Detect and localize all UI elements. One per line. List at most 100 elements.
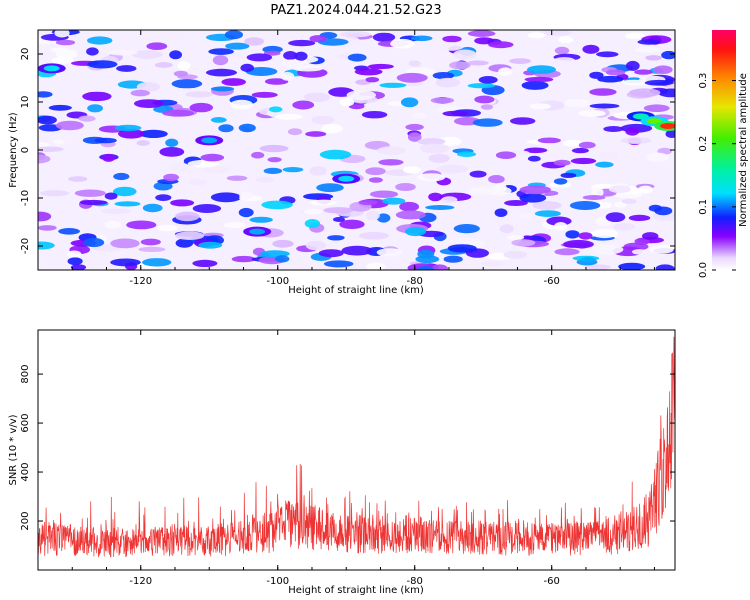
heatmap-cell xyxy=(198,241,223,249)
snr-y-ticks: 200 400 600 800 xyxy=(20,365,675,531)
heatmap-cell xyxy=(499,224,514,234)
heatmap-cell xyxy=(527,65,556,74)
x-tick-label: -100 xyxy=(266,276,289,287)
heatmap-cell xyxy=(658,88,675,98)
heatmap-cell xyxy=(316,183,344,193)
heatmap-cell xyxy=(523,147,548,154)
heatmap-cell xyxy=(443,255,463,263)
heatmap-cell xyxy=(569,201,601,210)
snr-x-ticks: -120 -100 -80 -60 xyxy=(37,330,655,587)
heatmap-cell xyxy=(589,71,604,79)
heatmap-cell xyxy=(366,210,380,221)
heatmap-cell xyxy=(638,185,653,194)
heatmap-cell xyxy=(503,250,527,259)
heatmap-cell xyxy=(244,37,264,46)
heatmap-cell xyxy=(348,103,365,110)
heatmap-cell xyxy=(653,65,673,74)
heatmap-cell xyxy=(457,151,476,157)
heatmap-cell xyxy=(511,239,536,247)
heatmap-cell xyxy=(436,164,469,174)
heatmap-cell xyxy=(231,255,256,263)
heatmap-cell xyxy=(139,129,168,138)
heatmap-cell xyxy=(240,63,254,72)
heatmap-cell xyxy=(38,241,55,250)
colorbar-label: Normalized spectral amplitude xyxy=(738,73,749,227)
heatmap-cell xyxy=(410,112,427,119)
heatmap-cell xyxy=(354,68,383,76)
heatmap-cell xyxy=(202,166,231,174)
heatmap-cell xyxy=(187,159,219,168)
heatmap-cell xyxy=(136,140,150,146)
x-tick-label: -60 xyxy=(544,576,560,587)
snr-series-line xyxy=(38,336,675,558)
y-tick-label: 400 xyxy=(20,462,31,481)
heatmap-cell xyxy=(208,48,234,55)
y-tick-label: -20 xyxy=(20,238,31,254)
heatmap-cell xyxy=(94,137,117,144)
heatmap-cell xyxy=(339,219,365,229)
heatmap-cell xyxy=(379,82,407,88)
heatmap-cell xyxy=(578,232,593,240)
heatmap-cell xyxy=(58,228,80,235)
heatmap-cell xyxy=(280,71,295,81)
heatmap-cell xyxy=(634,237,650,245)
heatmap-cell xyxy=(449,61,471,70)
heatmap-cell xyxy=(305,131,327,137)
heatmap-cell xyxy=(554,222,568,231)
heatmap-cell xyxy=(498,67,513,77)
heatmap-cell xyxy=(310,199,338,206)
heatmap-cell xyxy=(263,167,283,174)
heatmap-cell xyxy=(169,162,190,172)
heatmap-cell xyxy=(142,258,172,267)
heatmap-cell xyxy=(138,246,166,252)
heatmap-cell xyxy=(665,129,675,138)
snr-x-axis-label: Height of straight line (km) xyxy=(288,585,424,596)
heatmap-cell xyxy=(339,97,355,107)
heatmap-cell xyxy=(429,49,443,56)
heatmap-cell xyxy=(169,50,183,60)
heatmap-cell xyxy=(38,154,51,164)
heatmap-cell xyxy=(403,166,421,174)
y-tick-label: 10 xyxy=(20,96,31,109)
colorbar-tick-label: 0.0 xyxy=(698,262,709,278)
heatmap-cell xyxy=(629,88,661,97)
heatmap-cell xyxy=(365,77,380,83)
heatmap-cell xyxy=(83,237,105,248)
heatmap-cell xyxy=(661,50,675,60)
heatmap-cell xyxy=(134,99,164,108)
heatmap-cell xyxy=(432,72,455,80)
heatmap-cell xyxy=(267,157,282,163)
colorbar-tick-label: 0.3 xyxy=(698,73,709,89)
heatmap-cell xyxy=(521,80,549,90)
heatmap-cell xyxy=(369,190,399,198)
heatmap-cell xyxy=(605,212,626,223)
heatmap-cell xyxy=(101,208,131,214)
heatmap-cell xyxy=(114,124,142,132)
colorbar-ticks: 0.0 0.1 0.2 0.3 xyxy=(698,73,736,278)
heatmap-cell xyxy=(154,62,173,68)
heatmap-cell xyxy=(416,266,434,270)
heatmap-cell xyxy=(417,138,446,146)
heatmap-cell xyxy=(188,179,207,186)
heatmap-cell xyxy=(140,238,161,246)
heatmap-cell xyxy=(488,175,505,184)
heatmap-hotspot xyxy=(43,65,60,72)
x-tick-label: -120 xyxy=(129,576,152,587)
heatmap-cell xyxy=(644,79,674,86)
heatmap-cell xyxy=(230,99,254,110)
heatmap-cell xyxy=(467,83,496,89)
heatmap-cell xyxy=(582,195,606,200)
heatmap-cell xyxy=(303,92,330,103)
heatmap-cell xyxy=(255,176,274,183)
heatmap-cell xyxy=(365,167,386,176)
heatmap-cell xyxy=(560,172,577,178)
heatmap-cell xyxy=(48,104,72,111)
heatmap-cell xyxy=(87,60,118,69)
heatmap-cell xyxy=(529,103,552,110)
heatmap-cell xyxy=(637,39,661,45)
heatmap-cell xyxy=(469,170,487,178)
heatmap-cell xyxy=(382,197,406,205)
heatmap-cell xyxy=(400,97,419,108)
